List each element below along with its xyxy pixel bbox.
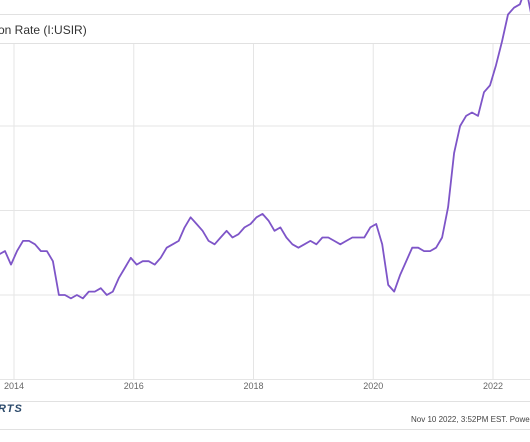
x-tick-label: 2022: [483, 381, 503, 391]
x-tick-label: 2020: [363, 381, 383, 391]
footer-divider: [0, 401, 530, 402]
bottom-divider: [0, 429, 530, 430]
x-tick-label: 2014: [4, 381, 24, 391]
title-row: on Rate (I:USIR): [0, 15, 530, 44]
x-tick-label: 2016: [124, 381, 144, 391]
x-tick-label: 2018: [243, 381, 263, 391]
chart-title: on Rate (I:USIR): [0, 23, 87, 37]
brand-logo: RTS: [0, 403, 23, 415]
timestamp-note: Nov 10 2022, 3:52PM EST. Powered: [411, 415, 530, 424]
top-bar: [0, 0, 530, 15]
series-line: [0, 0, 530, 300]
